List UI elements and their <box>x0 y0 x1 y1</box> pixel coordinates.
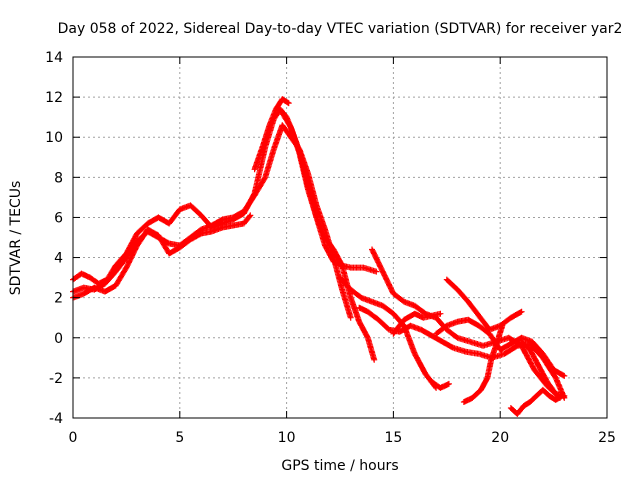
series-arc-1 <box>70 106 378 363</box>
data-marker-trace <box>279 110 380 275</box>
y-tick-label: 2 <box>54 291 63 307</box>
y-tick-label: 4 <box>54 251 63 267</box>
y-tick-label: 14 <box>45 50 63 66</box>
series-arc-13 <box>460 322 506 405</box>
plot-frame <box>72 56 608 419</box>
series-arc-4 <box>251 96 292 173</box>
chart-title: Day 058 of 2022, Sidereal Day-to-day VTE… <box>58 21 623 37</box>
axis-ticks: 0 5 10 15 20 25 -4 -2 0 2 4 6 8 10 12 14 <box>45 50 616 446</box>
series-arc-7 <box>369 246 563 401</box>
series-arc-14 <box>507 386 566 417</box>
series-arc-9 <box>390 310 444 337</box>
x-tick-label: 5 <box>175 430 184 446</box>
x-tick-label: 10 <box>278 430 296 446</box>
data-points <box>70 96 568 417</box>
x-tick-label: 25 <box>598 430 616 446</box>
data-marker-trace <box>337 274 440 391</box>
series-arc-10 <box>428 378 452 391</box>
y-tick-label: 10 <box>45 130 63 146</box>
data-marker-trace <box>251 96 292 173</box>
y-tick-label: -4 <box>49 411 63 427</box>
data-marker-trace <box>70 106 378 363</box>
x-tick-label: 0 <box>69 430 78 446</box>
data-marker-trace <box>70 212 254 301</box>
data-marker-trace <box>428 378 452 391</box>
y-tick-label: 6 <box>54 210 63 226</box>
data-marker-trace <box>70 122 354 321</box>
y-tick-label: -2 <box>49 371 63 387</box>
series-arc-8 <box>337 274 440 391</box>
series-arc-2 <box>70 122 354 321</box>
y-tick-label: 12 <box>45 90 63 106</box>
series-arc-12 <box>443 276 525 333</box>
data-marker-trace <box>518 338 568 399</box>
data-marker-trace <box>390 310 444 337</box>
y-axis-label: SDTVAR / TECUs <box>8 181 24 296</box>
x-axis-label: GPS time / hours <box>281 458 398 474</box>
y-tick-label: 8 <box>54 170 63 186</box>
data-marker-trace <box>507 386 566 417</box>
series-arc-15 <box>518 338 568 399</box>
series-arc-3 <box>70 212 254 301</box>
data-marker-trace <box>443 276 525 333</box>
series-arc-5 <box>279 110 380 275</box>
y-tick-label: 0 <box>54 331 63 347</box>
data-marker-trace <box>460 322 506 405</box>
x-tick-label: 15 <box>384 430 402 446</box>
x-tick-label: 20 <box>491 430 509 446</box>
data-marker-trace <box>369 246 563 401</box>
